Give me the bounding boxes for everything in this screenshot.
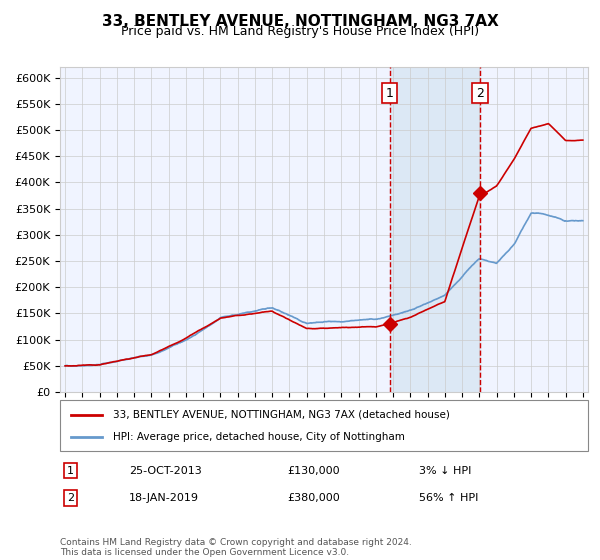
Text: Price paid vs. HM Land Registry's House Price Index (HPI): Price paid vs. HM Land Registry's House … xyxy=(121,25,479,38)
Text: 33, BENTLEY AVENUE, NOTTINGHAM, NG3 7AX (detached house): 33, BENTLEY AVENUE, NOTTINGHAM, NG3 7AX … xyxy=(113,409,449,419)
Text: 1: 1 xyxy=(67,465,74,475)
Text: 56% ↑ HPI: 56% ↑ HPI xyxy=(419,493,478,503)
Text: 33, BENTLEY AVENUE, NOTTINGHAM, NG3 7AX: 33, BENTLEY AVENUE, NOTTINGHAM, NG3 7AX xyxy=(101,14,499,29)
Text: 3% ↓ HPI: 3% ↓ HPI xyxy=(419,465,472,475)
Text: HPI: Average price, detached house, City of Nottingham: HPI: Average price, detached house, City… xyxy=(113,432,404,442)
Text: £130,000: £130,000 xyxy=(287,465,340,475)
FancyBboxPatch shape xyxy=(60,400,588,451)
Text: 2: 2 xyxy=(67,493,74,503)
Text: 1: 1 xyxy=(386,87,394,100)
Text: Contains HM Land Registry data © Crown copyright and database right 2024.
This d: Contains HM Land Registry data © Crown c… xyxy=(60,538,412,557)
Text: 18-JAN-2019: 18-JAN-2019 xyxy=(128,493,199,503)
Text: 2: 2 xyxy=(476,87,484,100)
Bar xyxy=(390,67,480,392)
Text: £380,000: £380,000 xyxy=(287,493,340,503)
Text: 25-OCT-2013: 25-OCT-2013 xyxy=(128,465,202,475)
